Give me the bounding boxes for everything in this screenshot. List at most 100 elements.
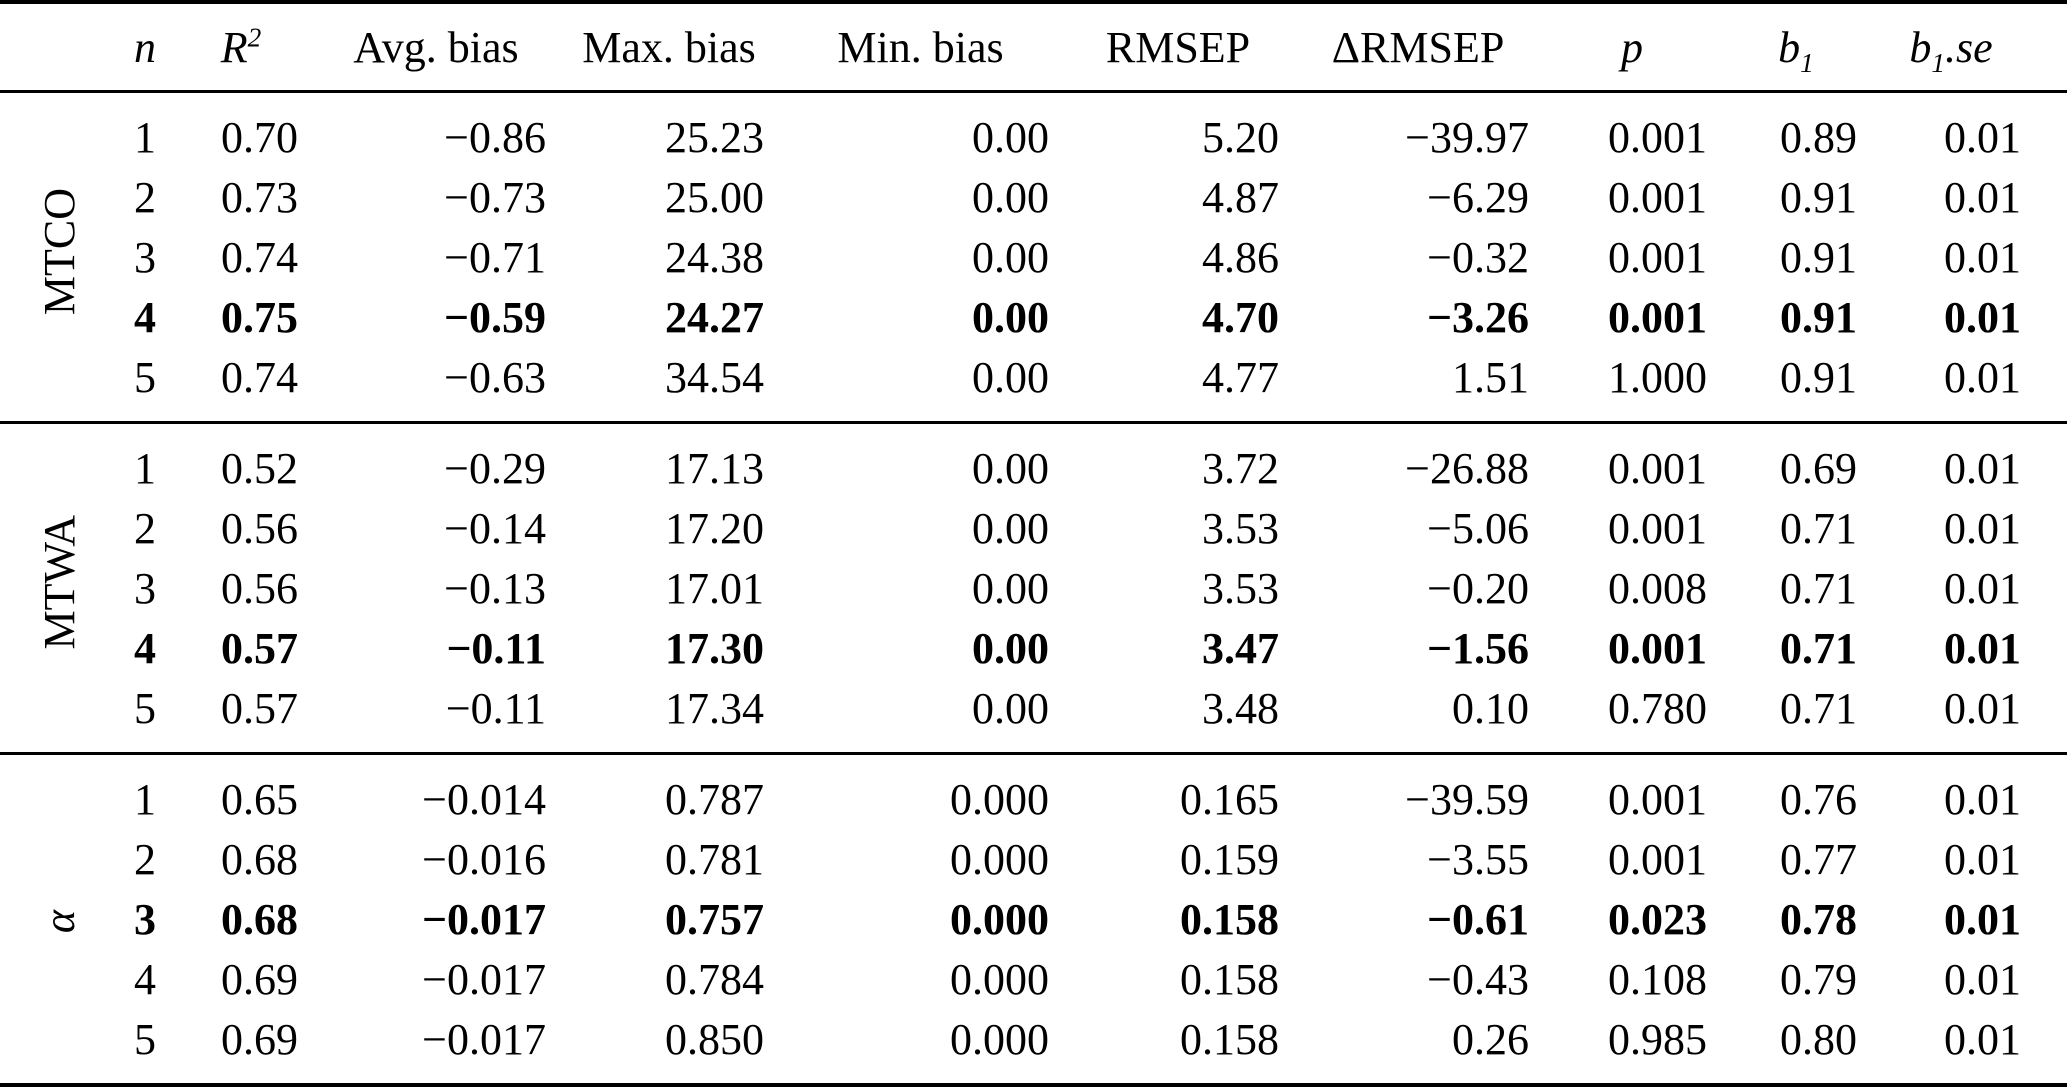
- cell-b1: 0.91: [1780, 292, 1857, 342]
- cell-min_bias: 0.00: [972, 112, 1049, 162]
- table-row: MTCO 1 0.70 −0.86 25.23 0.00 5.20 −39.97 0.001 0.…: [0, 92, 2067, 316]
- cell-r2: 0.56: [221, 503, 298, 553]
- cell-b1_se: 0.01: [1944, 292, 2021, 342]
- cell-avg_bias: −0.11: [446, 623, 546, 673]
- col-header-r2: R2: [170, 2, 312, 92]
- cell-p: 0.108: [1608, 954, 1707, 1004]
- cell-delta_rmsep: −1.56: [1426, 623, 1529, 673]
- cell-b1_se: 0.01: [1944, 683, 2021, 733]
- cell-rmsep: 0.158: [1180, 954, 1279, 1004]
- cell-b1_se: 0.01: [1944, 352, 2021, 402]
- cell-avg_bias: −0.71: [444, 232, 546, 282]
- cell-b1_se: 0.01: [1944, 774, 2021, 824]
- cell-r2: 0.74: [221, 352, 298, 402]
- cell-rmsep: 0.158: [1180, 894, 1279, 944]
- table-row: MTWA 1 0.52 −0.29 17.13 0.00 3.72 −26.88 0.001 0.…: [0, 423, 2067, 650]
- cell-max_bias: 17.30: [665, 623, 764, 673]
- cell-b1_se: 0.01: [1944, 172, 2021, 222]
- cell-b1: 0.71: [1780, 623, 1857, 673]
- cell-avg_bias: −0.86: [444, 112, 546, 162]
- cell-max_bias: 0.784: [665, 954, 764, 1004]
- cell-b1: 0.77: [1780, 834, 1857, 884]
- cell-n: 3: [134, 232, 156, 282]
- table-row: 4 0.57 −0.11 17.30 0.00 3.47 −1.56 0.001 0.71 0.0…: [0, 618, 2067, 678]
- cell-n: 5: [134, 683, 156, 733]
- cell-delta_rmsep: −0.20: [1427, 563, 1529, 613]
- cell-n: 1: [134, 112, 156, 162]
- col-header-label: n: [134, 22, 156, 72]
- cell-r2: 0.65: [221, 774, 298, 824]
- cell-rmsep: 4.86: [1202, 232, 1279, 282]
- cell-r2: 0.56: [221, 563, 298, 613]
- cell-p: 0.001: [1608, 443, 1707, 493]
- cell-b1_se: 0.01: [1944, 112, 2021, 162]
- cell-max_bias: 25.23: [665, 112, 764, 162]
- header-superscript: 2: [247, 21, 262, 52]
- cell-p: 0.001: [1608, 774, 1707, 824]
- cell-rmsep: 3.53: [1202, 503, 1279, 553]
- cell-min_bias: 0.000: [950, 1014, 1049, 1064]
- cell-max_bias: 0.757: [665, 894, 764, 944]
- cell-min_bias: 0.00: [972, 563, 1049, 613]
- cell-b1_se: 0.01: [1944, 954, 2021, 1004]
- cell-n: 4: [134, 623, 156, 673]
- cell-rmsep: 5.20: [1202, 112, 1279, 162]
- cell-max_bias: 17.13: [665, 443, 764, 493]
- cell-min_bias: 0.000: [950, 894, 1049, 944]
- group-alpha: α 1 0.65 −0.014 0.787 0.000 0.165 −39.59 0.001 0.…: [0, 754, 2067, 1086]
- cell-avg_bias: −0.73: [444, 172, 546, 222]
- table-header-row: n R2 Avg. bias Max. bias Min. bias RMSEP ΔRMSE…: [0, 2, 2067, 92]
- cell-avg_bias: −0.016: [422, 834, 546, 884]
- col-header-label: R2: [220, 21, 262, 72]
- cell-rmsep: 4.87: [1202, 172, 1279, 222]
- cell-r2: 0.52: [221, 443, 298, 493]
- cell-b1: 0.91: [1780, 172, 1857, 222]
- cell-r2: 0.68: [221, 834, 298, 884]
- cell-b1_se: 0.01: [1944, 232, 2021, 282]
- cell-delta_rmsep: −3.26: [1426, 292, 1529, 342]
- cell-r2: 0.70: [221, 112, 298, 162]
- cell-min_bias: 0.000: [950, 774, 1049, 824]
- cell-avg_bias: −0.11: [445, 683, 546, 733]
- cell-b1_se: 0.01: [1944, 503, 2021, 553]
- cell-rmsep: 4.70: [1202, 292, 1279, 342]
- table-row: 4 0.69 −0.017 0.784 0.000 0.158 −0.43 0.108 0.79…: [0, 949, 2067, 1009]
- cell-b1_se: 0.01: [1944, 563, 2021, 613]
- cell-avg_bias: −0.017: [421, 894, 546, 944]
- group-mtwa: MTWA 1 0.52 −0.29 17.13 0.00 3.72 −26.88 0.001 0.…: [0, 423, 2067, 754]
- table-row: 2 0.56 −0.14 17.20 0.00 3.53 −5.06 0.001 0.71 0.0…: [0, 498, 2067, 558]
- table-row: 4 0.75 −0.59 24.27 0.00 4.70 −3.26 0.001 0.91 0.0…: [0, 287, 2067, 347]
- cell-delta_rmsep: −0.32: [1427, 232, 1529, 282]
- cell-p: 0.001: [1608, 232, 1707, 282]
- cell-n: 1: [134, 443, 156, 493]
- cell-delta_rmsep: −39.59: [1405, 774, 1529, 824]
- cell-delta_rmsep: −39.97: [1405, 112, 1529, 162]
- cell-n: 3: [134, 894, 156, 944]
- cell-min_bias: 0.00: [972, 232, 1049, 282]
- cell-rmsep: 3.72: [1202, 443, 1279, 493]
- cell-min_bias: 0.00: [972, 683, 1049, 733]
- cell-min_bias: 0.00: [972, 352, 1049, 402]
- cell-n: 2: [134, 172, 156, 222]
- cell-avg_bias: −0.59: [443, 292, 546, 342]
- col-header-label: Min. bias: [837, 22, 1004, 72]
- cell-b1: 0.71: [1780, 563, 1857, 613]
- cell-max_bias: 24.27: [665, 292, 764, 342]
- cell-b1: 0.91: [1780, 232, 1857, 282]
- cell-b1: 0.69: [1780, 443, 1857, 493]
- cell-min_bias: 0.00: [972, 292, 1049, 342]
- cell-b1: 0.91: [1780, 352, 1857, 402]
- group-label-cell-alpha: α: [0, 754, 120, 1086]
- cell-n: 2: [134, 503, 156, 553]
- cell-b1: 0.79: [1780, 954, 1857, 1004]
- cell-delta_rmsep: −0.61: [1426, 894, 1529, 944]
- group-mtco: MTCO 1 0.70 −0.86 25.23 0.00 5.20 −39.97 0.001 0.…: [0, 92, 2067, 423]
- cell-min_bias: 0.00: [972, 503, 1049, 553]
- cell-p: 1.000: [1608, 352, 1707, 402]
- cell-avg_bias: −0.017: [422, 1014, 546, 1064]
- cell-n: 1: [134, 774, 156, 824]
- header-subscript: 1: [1931, 47, 1945, 78]
- cell-n: 4: [134, 954, 156, 1004]
